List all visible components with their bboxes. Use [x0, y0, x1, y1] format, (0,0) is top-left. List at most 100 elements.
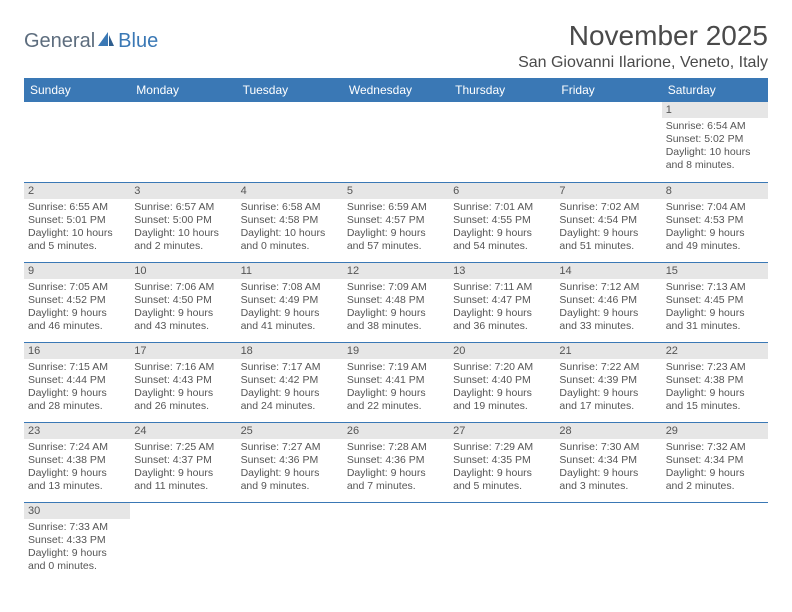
sunrise-line: Sunrise: 7:11 AM	[453, 281, 551, 294]
sunrise-line: Sunrise: 7:16 AM	[134, 361, 232, 374]
daylight-line: Daylight: 10 hours and 0 minutes.	[241, 227, 339, 253]
daylight-line: Daylight: 9 hours and 54 minutes.	[453, 227, 551, 253]
sunrise-line: Sunrise: 7:25 AM	[134, 441, 232, 454]
day-number: 4	[237, 183, 343, 199]
calendar-cell: 6Sunrise: 7:01 AMSunset: 4:55 PMDaylight…	[449, 182, 555, 262]
title-block: November 2025 San Giovanni Ilarione, Ven…	[518, 20, 768, 72]
sunrise-line: Sunrise: 7:06 AM	[134, 281, 232, 294]
day-number-empty	[343, 102, 449, 118]
day-number: 15	[662, 263, 768, 279]
day-number: 25	[237, 423, 343, 439]
sunset-line: Sunset: 4:48 PM	[347, 294, 445, 307]
day-number: 20	[449, 343, 555, 359]
calendar-cell: 28 Sunrise: 7:30 AMSunset: 4:34 PMDayligh…	[555, 422, 661, 502]
sunset-line: Sunset: 4:39 PM	[559, 374, 657, 387]
sunset-line: Sunset: 4:55 PM	[453, 214, 551, 227]
sunrise-line: Sunrise: 7:04 AM	[666, 201, 764, 214]
header: General Blue November 2025 San Giovanni …	[24, 20, 768, 72]
logo-sail-icon	[96, 30, 116, 53]
sunset-line: Sunset: 5:02 PM	[666, 133, 764, 146]
sunrise-line: Sunrise: 7:22 AM	[559, 361, 657, 374]
calendar-cell: 20 Sunrise: 7:20 AMSunset: 4:40 PMDayligh…	[449, 342, 555, 422]
day-details: Sunrise: 7:28 AMSunset: 4:36 PMDaylight:…	[347, 441, 445, 494]
day-details: Sunrise: 7:22 AMSunset: 4:39 PMDaylight:…	[559, 361, 657, 414]
day-number: 28	[555, 423, 661, 439]
calendar-row: 1Sunrise: 6:54 AMSunset: 5:02 PMDaylight…	[24, 102, 768, 182]
calendar-cell	[24, 102, 130, 182]
sunrise-line: Sunrise: 7:19 AM	[347, 361, 445, 374]
calendar-cell	[449, 102, 555, 182]
sunrise-line: Sunrise: 7:32 AM	[666, 441, 764, 454]
day-number: 9	[24, 263, 130, 279]
day-details: Sunrise: 7:13 AMSunset: 4:45 PMDaylight:…	[666, 281, 764, 334]
day-number: 29	[662, 423, 768, 439]
sunrise-line: Sunrise: 6:54 AM	[666, 120, 764, 133]
day-number-empty	[449, 102, 555, 118]
calendar-body: 1Sunrise: 6:54 AMSunset: 5:02 PMDaylight…	[24, 102, 768, 582]
day-details: Sunrise: 7:12 AMSunset: 4:46 PMDaylight:…	[559, 281, 657, 334]
day-details: Sunrise: 7:20 AMSunset: 4:40 PMDaylight:…	[453, 361, 551, 414]
calendar-cell	[343, 502, 449, 582]
calendar-cell: 29Sunrise: 7:32 AMSunset: 4:34 PMDayligh…	[662, 422, 768, 502]
weekday-header: Friday	[555, 78, 661, 102]
calendar-cell: 24Sunrise: 7:25 AMSunset: 4:37 PMDayligh…	[130, 422, 236, 502]
calendar-row: 9 Sunrise: 7:05 AMSunset: 4:52 PMDaylight…	[24, 262, 768, 342]
calendar-cell: 22Sunrise: 7:23 AMSunset: 4:38 PMDayligh…	[662, 342, 768, 422]
day-details: Sunrise: 7:23 AMSunset: 4:38 PMDaylight:…	[666, 361, 764, 414]
calendar-cell: 17Sunrise: 7:16 AMSunset: 4:43 PMDayligh…	[130, 342, 236, 422]
day-details: Sunrise: 7:05 AMSunset: 4:52 PMDaylight:…	[28, 281, 126, 334]
sunset-line: Sunset: 4:41 PM	[347, 374, 445, 387]
calendar-cell: 4Sunrise: 6:58 AMSunset: 4:58 PMDaylight…	[237, 182, 343, 262]
day-number-empty	[555, 102, 661, 118]
logo: General Blue	[24, 30, 158, 53]
daylight-line: Daylight: 9 hours and 5 minutes.	[453, 467, 551, 493]
sunset-line: Sunset: 4:36 PM	[241, 454, 339, 467]
calendar-cell: 18Sunrise: 7:17 AMSunset: 4:42 PMDayligh…	[237, 342, 343, 422]
sunset-line: Sunset: 4:36 PM	[347, 454, 445, 467]
calendar-cell	[237, 102, 343, 182]
calendar-cell: 11Sunrise: 7:08 AMSunset: 4:49 PMDayligh…	[237, 262, 343, 342]
daylight-line: Daylight: 10 hours and 2 minutes.	[134, 227, 232, 253]
weekday-header: Sunday	[24, 78, 130, 102]
calendar-cell: 9 Sunrise: 7:05 AMSunset: 4:52 PMDaylight…	[24, 262, 130, 342]
calendar-row: 30Sunrise: 7:33 AMSunset: 4:33 PMDayligh…	[24, 502, 768, 582]
sunrise-line: Sunrise: 7:05 AM	[28, 281, 126, 294]
daylight-line: Daylight: 9 hours and 3 minutes.	[559, 467, 657, 493]
calendar-cell: 8Sunrise: 7:04 AMSunset: 4:53 PMDaylight…	[662, 182, 768, 262]
sunrise-line: Sunrise: 7:30 AM	[559, 441, 657, 454]
sunset-line: Sunset: 4:54 PM	[559, 214, 657, 227]
daylight-line: Daylight: 9 hours and 28 minutes.	[28, 387, 126, 413]
daylight-line: Daylight: 10 hours and 8 minutes.	[666, 146, 764, 172]
calendar-cell: 25Sunrise: 7:27 AMSunset: 4:36 PMDayligh…	[237, 422, 343, 502]
calendar-cell	[237, 502, 343, 582]
calendar-cell: 1Sunrise: 6:54 AMSunset: 5:02 PMDaylight…	[662, 102, 768, 182]
day-details: Sunrise: 7:01 AMSunset: 4:55 PMDaylight:…	[453, 201, 551, 254]
sunset-line: Sunset: 4:34 PM	[559, 454, 657, 467]
calendar-cell	[555, 102, 661, 182]
sunset-line: Sunset: 4:58 PM	[241, 214, 339, 227]
daylight-line: Daylight: 9 hours and 22 minutes.	[347, 387, 445, 413]
day-number-empty	[130, 102, 236, 118]
daylight-line: Daylight: 9 hours and 26 minutes.	[134, 387, 232, 413]
calendar-head: SundayMondayTuesdayWednesdayThursdayFrid…	[24, 78, 768, 102]
sunrise-line: Sunrise: 7:12 AM	[559, 281, 657, 294]
daylight-line: Daylight: 9 hours and 43 minutes.	[134, 307, 232, 333]
logo-text-blue: Blue	[118, 30, 158, 53]
calendar-cell: 3Sunrise: 6:57 AMSunset: 5:00 PMDaylight…	[130, 182, 236, 262]
day-details: Sunrise: 7:19 AMSunset: 4:41 PMDaylight:…	[347, 361, 445, 414]
calendar-cell: 19Sunrise: 7:19 AMSunset: 4:41 PMDayligh…	[343, 342, 449, 422]
sunset-line: Sunset: 4:44 PM	[28, 374, 126, 387]
day-number-empty	[24, 102, 130, 118]
day-details: Sunrise: 7:09 AMSunset: 4:48 PMDaylight:…	[347, 281, 445, 334]
sunset-line: Sunset: 5:00 PM	[134, 214, 232, 227]
day-number: 30	[24, 503, 130, 519]
calendar-cell: 30Sunrise: 7:33 AMSunset: 4:33 PMDayligh…	[24, 502, 130, 582]
day-number: 10	[130, 263, 236, 279]
sunrise-line: Sunrise: 7:27 AM	[241, 441, 339, 454]
daylight-line: Daylight: 9 hours and 19 minutes.	[453, 387, 551, 413]
day-details: Sunrise: 7:15 AMSunset: 4:44 PMDaylight:…	[28, 361, 126, 414]
calendar-cell: 23Sunrise: 7:24 AMSunset: 4:38 PMDayligh…	[24, 422, 130, 502]
calendar-cell	[130, 102, 236, 182]
sunrise-line: Sunrise: 7:01 AM	[453, 201, 551, 214]
calendar-table: SundayMondayTuesdayWednesdayThursdayFrid…	[24, 78, 768, 582]
